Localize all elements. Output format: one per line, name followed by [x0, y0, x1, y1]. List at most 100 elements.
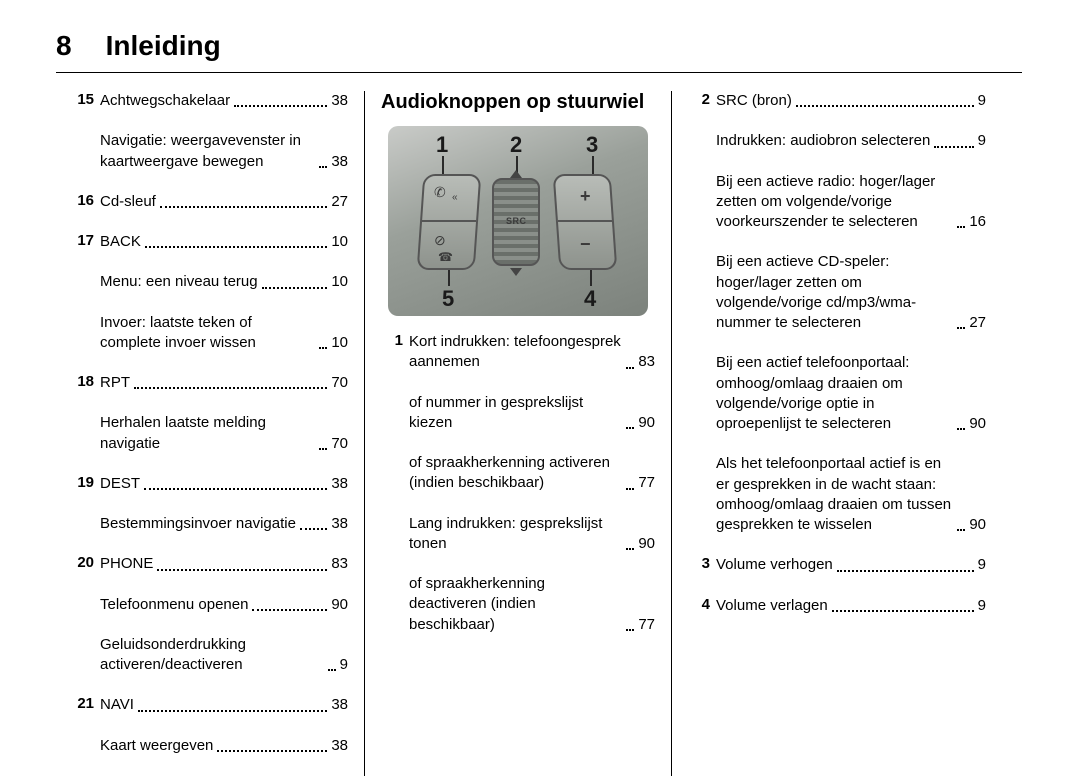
columns-container: 15 Achtwegschakelaar 38 Navigatie: weerg…: [56, 91, 1022, 776]
entry-text: BACK: [100, 232, 141, 252]
dot-leader: [160, 206, 327, 208]
item-number: 4: [688, 596, 716, 613]
item-number: 20: [72, 554, 100, 571]
index-row: Bij een actieve radio: hoger/lager zette…: [688, 172, 986, 243]
index-row: Lang indrukken: gesprekslijst tonen 90: [381, 514, 655, 565]
entry-page: 90: [638, 413, 655, 433]
section-title: Audioknoppen op stuurwiel: [381, 91, 655, 114]
entry-page: 90: [638, 534, 655, 554]
dot-leader: [319, 448, 327, 450]
dot-leader: [328, 669, 336, 671]
dot-leader: [957, 428, 965, 430]
entry-text: Cd-sleuf: [100, 192, 156, 212]
entry-page: 10: [331, 333, 348, 353]
entry-text: Indrukken: audiobron selecteren: [716, 131, 930, 151]
index-entry: Indrukken: audiobron selecteren 9: [716, 131, 986, 151]
index-entry: Bij een actief telefoonportaal: omhoog/o…: [716, 353, 986, 434]
index-row: Als het telefoonportaal actief is en er …: [688, 454, 986, 545]
dot-leader: [319, 347, 327, 349]
diagram-button-divider: [422, 220, 476, 222]
column-2: Audioknoppen op stuurwiel 1 2 3 5 4 ✆ « …: [364, 91, 672, 776]
index-entry: Geluidsonderdrukking activeren/deactiver…: [100, 635, 348, 676]
entry-text: Kort indrukken: telefoongesprek aannemen: [409, 332, 622, 373]
dot-leader: [934, 146, 973, 148]
entry-page: 16: [969, 212, 986, 232]
index-entry: of nummer in gesprekslijst kiezen 90: [409, 393, 655, 434]
dot-leader: [957, 327, 965, 329]
entry-page: 10: [331, 232, 348, 252]
entry-page: 38: [331, 514, 348, 534]
index-entry: Invoer: laatste teken of complete invoer…: [100, 313, 348, 354]
entry-page: 90: [969, 515, 986, 535]
entry-text: RPT: [100, 373, 130, 393]
index-row: Bestemmingsinvoer navigatie 38: [72, 514, 348, 544]
index-entry: SRC (bron) 9: [716, 91, 986, 111]
dot-leader: [957, 226, 965, 228]
steering-wheel-diagram: 1 2 3 5 4 ✆ « ⊘ ☎ SRC: [388, 126, 648, 316]
entry-page: 27: [969, 313, 986, 333]
dot-leader: [626, 629, 634, 631]
index-row: Invoer: laatste teken of complete invoer…: [72, 313, 348, 364]
entry-text: Volume verhogen: [716, 555, 833, 575]
dot-leader: [252, 609, 327, 611]
dot-leader: [957, 529, 965, 531]
index-entry: DEST 38: [100, 474, 348, 494]
phone-hangup-icon: ☎: [438, 250, 453, 264]
entry-page: 10: [331, 272, 348, 292]
entry-page: 9: [978, 596, 986, 616]
entry-page: 38: [331, 695, 348, 715]
entry-text: Volume verlagen: [716, 596, 828, 616]
index-row: Menu: een niveau terug 10: [72, 272, 348, 302]
index-entry: Bij een actieve CD-speler: hoger/lager z…: [716, 252, 986, 333]
entry-page: 9: [340, 655, 348, 675]
index-entry: Als het telefoonportaal actief is en er …: [716, 454, 986, 535]
entry-page: 9: [978, 91, 986, 111]
dot-leader: [217, 750, 327, 752]
diagram-lead-line: [592, 156, 594, 174]
index-row: of spraakherkenning activeren (indien be…: [381, 453, 655, 504]
index-entry: PHONE 83: [100, 554, 348, 574]
entry-text: Achtwegschakelaar: [100, 91, 230, 111]
entry-page: 83: [331, 554, 348, 574]
entry-page: 9: [978, 555, 986, 575]
dot-leader: [134, 387, 327, 389]
dot-leader: [832, 610, 974, 612]
diagram-button-divider: [558, 220, 612, 222]
dot-leader: [319, 166, 327, 168]
index-row: 4 Volume verlagen 9: [688, 596, 986, 626]
index-entry: RPT 70: [100, 373, 348, 393]
item-number: 16: [72, 192, 100, 209]
dot-leader: [157, 569, 327, 571]
entry-text: Menu: een niveau terug: [100, 272, 258, 292]
entry-text: Bij een actieve radio: hoger/lager zette…: [716, 172, 953, 233]
entry-text: PHONE: [100, 554, 153, 574]
entry-page: 90: [331, 595, 348, 615]
entry-page: 38: [331, 91, 348, 111]
index-entry: Bestemmingsinvoer navigatie 38: [100, 514, 348, 534]
down-arrow-icon: [510, 268, 522, 276]
entry-text: Invoer: laatste teken of complete invoer…: [100, 313, 315, 354]
page-number: 8: [56, 30, 72, 62]
item-number: 17: [72, 232, 100, 249]
index-row: 1 Kort indrukken: telefoongesprek aannem…: [381, 332, 655, 383]
page-title: Inleiding: [106, 30, 221, 62]
index-row: 20 PHONE 83: [72, 554, 348, 584]
index-row: 16 Cd-sleuf 27: [72, 192, 348, 222]
index-row: Herhalen laatste melding navigatie 70: [72, 413, 348, 464]
entry-page: 38: [331, 152, 348, 172]
item-number: 19: [72, 474, 100, 491]
minus-icon: −: [580, 234, 591, 255]
dot-leader: [796, 105, 974, 107]
index-entry: Volume verlagen 9: [716, 596, 986, 616]
index-entry: Lang indrukken: gesprekslijst tonen 90: [409, 514, 655, 555]
dot-leader: [626, 427, 634, 429]
diagram-callout-1: 1: [436, 132, 448, 158]
entry-page: 77: [638, 615, 655, 635]
entry-page: 27: [331, 192, 348, 212]
entry-text: SRC (bron): [716, 91, 792, 111]
entry-page: 90: [969, 414, 986, 434]
index-row: Indrukken: audiobron selecteren 9: [688, 131, 986, 161]
diagram-lead-line: [442, 156, 444, 174]
diagram-callout-3: 3: [586, 132, 598, 158]
item-number: 2: [688, 91, 716, 108]
